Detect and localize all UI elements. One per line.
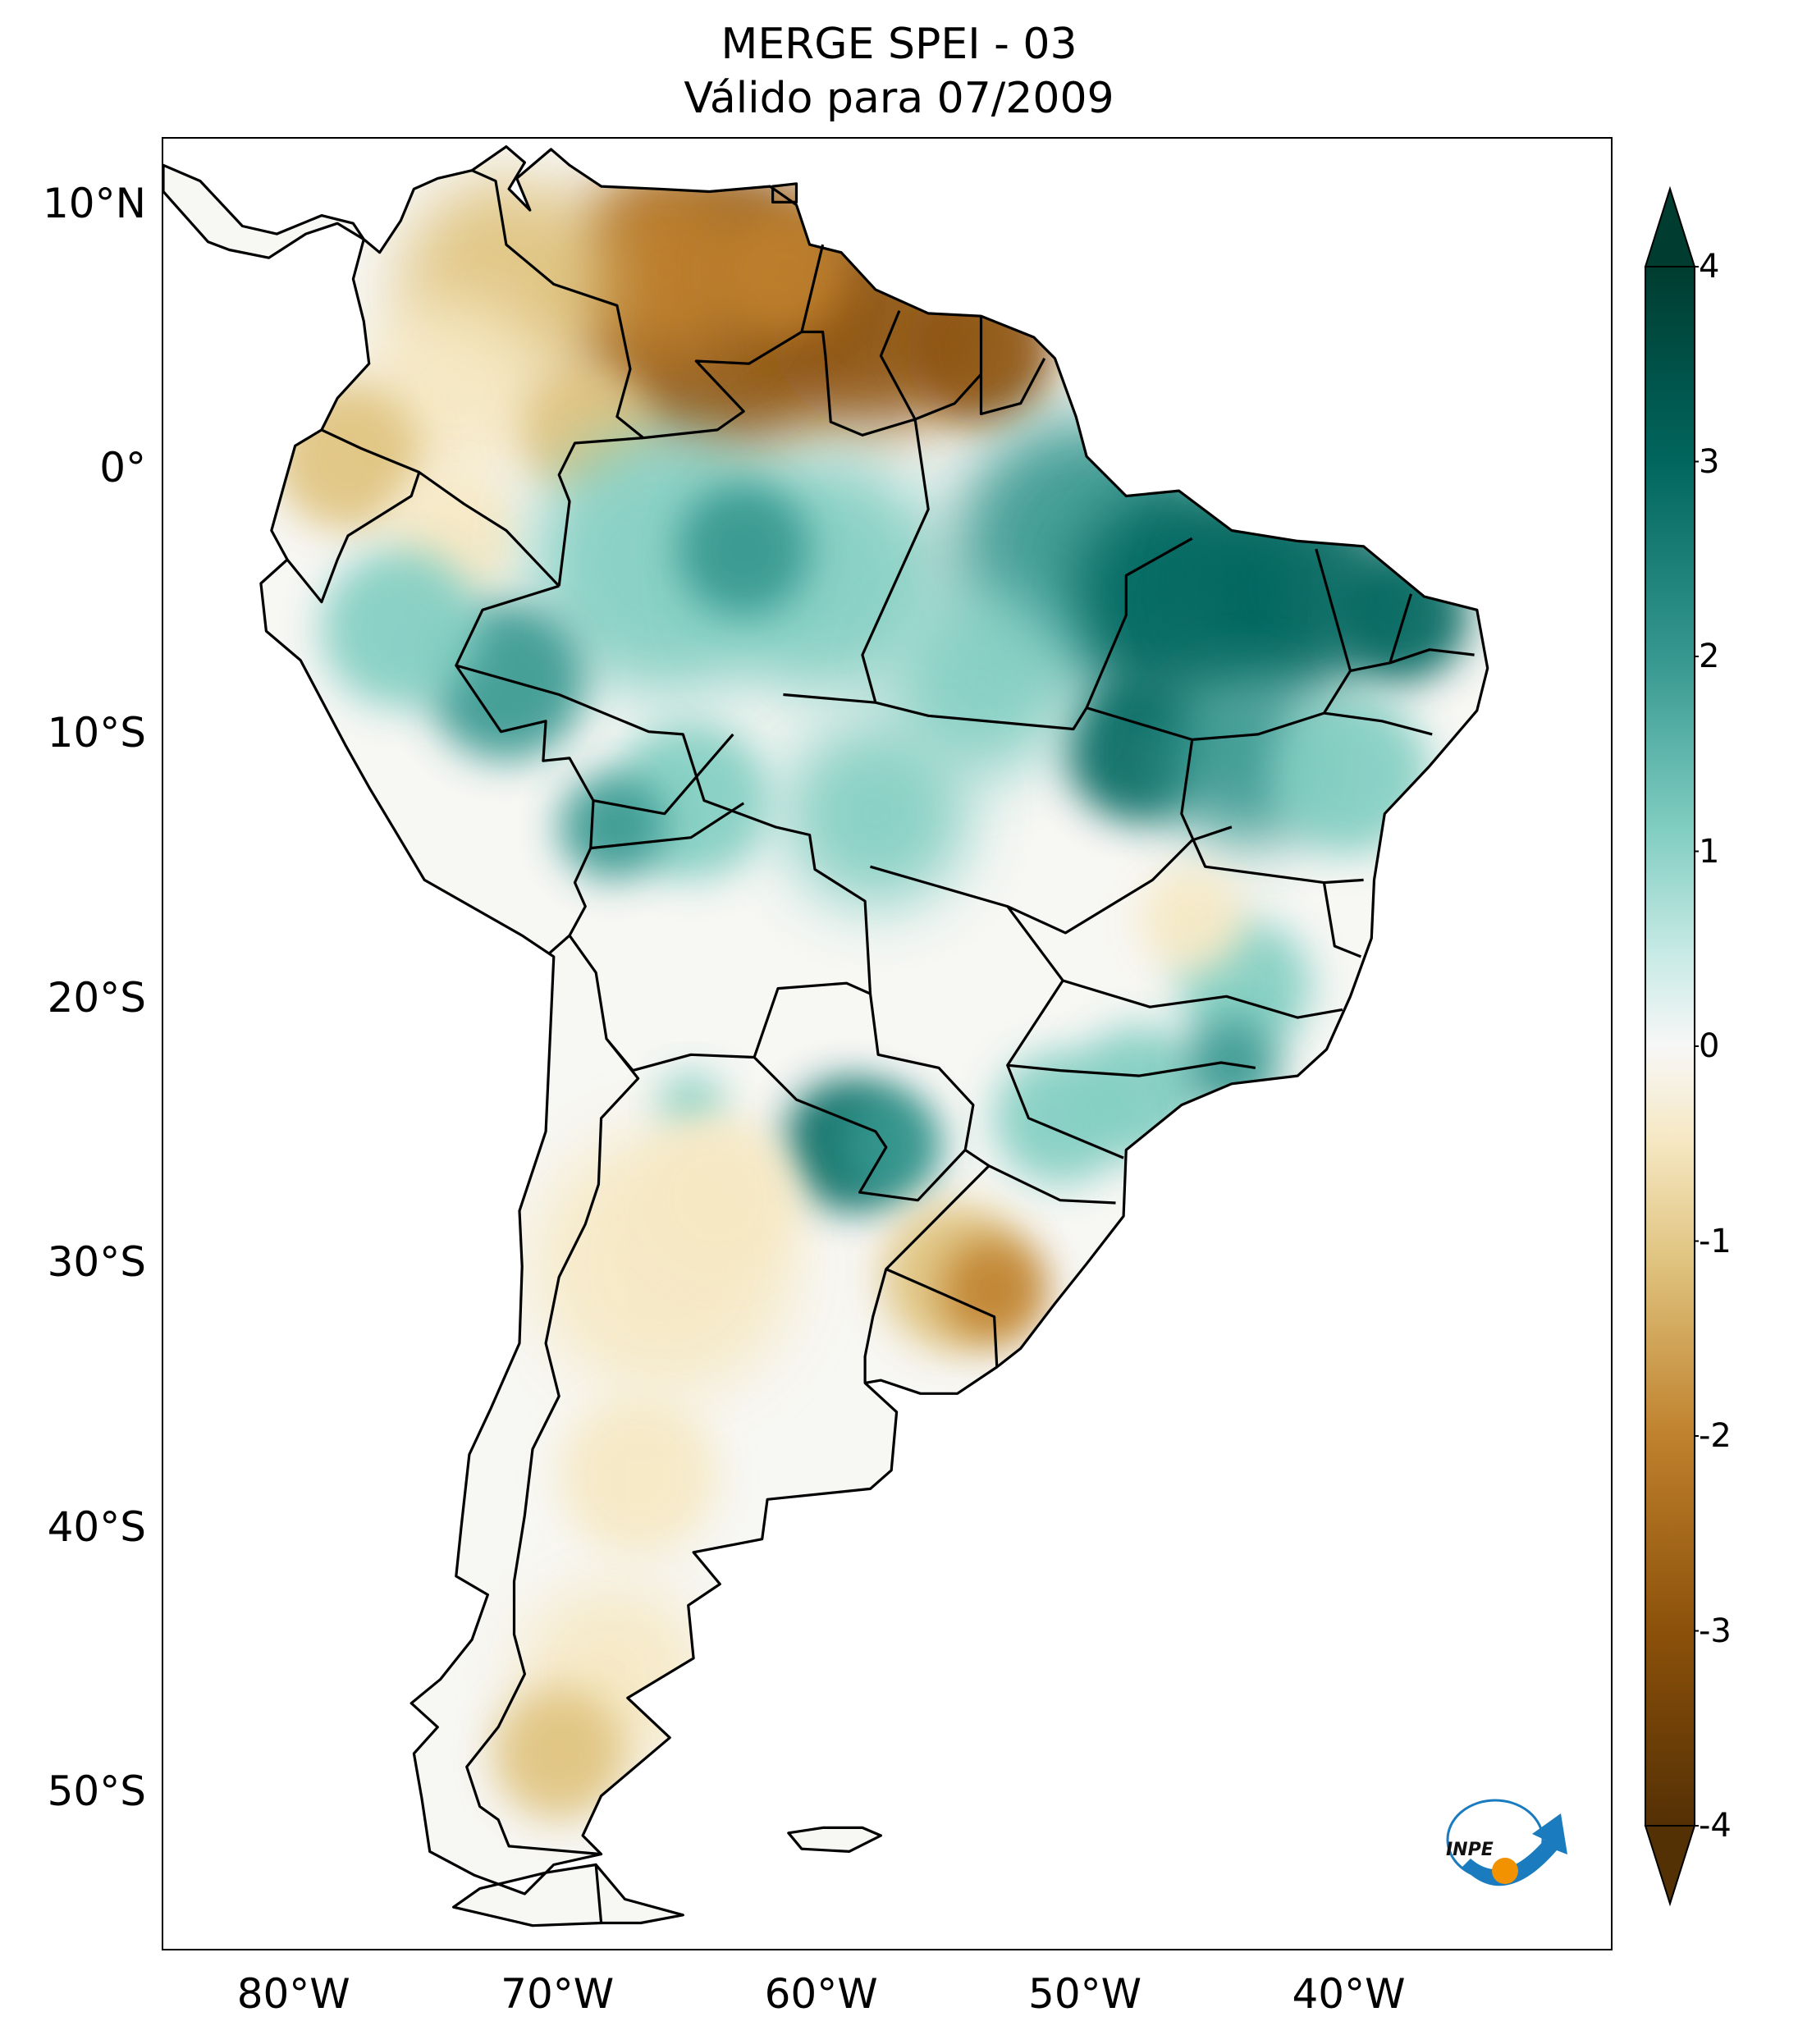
colorbar-tick-label: 0 [1699, 1027, 1720, 1065]
y-tick-label: 10°S [47, 708, 146, 757]
colorbar-tick-label: -1 [1699, 1222, 1732, 1260]
x-tick-label: 70°W [501, 1970, 615, 2018]
y-tick-label: 20°S [47, 973, 146, 1022]
y-tick-label: 40°S [47, 1502, 146, 1551]
map-svg [163, 145, 1489, 1927]
x-tick-label: 50°W [1028, 1970, 1142, 2018]
y-tick-label: 30°S [47, 1238, 146, 1287]
internal-borders [286, 169, 1475, 1856]
map-subtitle: Válido para 07/2009 [684, 74, 1114, 123]
map-title: MERGE SPEI - 03 [721, 20, 1077, 69]
spei-anomaly-blob [1337, 549, 1470, 682]
y-tick-label: 10°N [42, 179, 146, 227]
spei-anomaly-blob [835, 1091, 942, 1198]
colorbar-tick-label: -4 [1699, 1807, 1732, 1845]
colorbar-tick-label: -3 [1699, 1612, 1732, 1650]
inpe-logo [1446, 1799, 1567, 1886]
spei-anomaly-blob [321, 549, 480, 708]
spei-anomaly-blob [559, 774, 665, 880]
spei-anomaly-blob [638, 1118, 797, 1277]
colorbar-tick-label: 3 [1699, 442, 1720, 481]
x-tick-label: 60°W [764, 1970, 878, 2018]
country-borders [163, 145, 1489, 1927]
spei-anomaly-blob [889, 588, 1073, 774]
colorbar-scale [1645, 266, 1695, 1827]
y-tick-label: 50°S [47, 1767, 146, 1816]
colorbar-tick-label: 4 [1699, 248, 1720, 286]
spei-anomaly-blob [941, 1237, 1047, 1343]
inpe-logo-text: INPE [1446, 1840, 1494, 1860]
spei-anomaly-blob [783, 721, 968, 907]
spei-field [163, 146, 1488, 1926]
spei-anomaly-blob [1139, 867, 1245, 973]
colorbar-tick-label: 2 [1699, 638, 1720, 675]
colorbar-bottom-extend [1644, 1825, 1696, 1907]
colorbar [1644, 185, 1699, 1907]
colorbar-top-extend [1644, 185, 1696, 268]
spei-anomaly-blob [1271, 694, 1430, 853]
colorbar-tick-label: -2 [1699, 1417, 1732, 1455]
spei-anomaly-blob [559, 1396, 717, 1555]
spei-anomaly-blob [677, 482, 810, 615]
spei-anomaly-blob [994, 1052, 1127, 1185]
spei-anomaly-blob [492, 1687, 625, 1820]
spei-anomaly-blob [717, 204, 849, 337]
map-panel [162, 137, 1613, 1950]
coastline [163, 145, 1489, 1927]
x-tick-label: 40°W [1292, 1970, 1406, 2018]
y-tick-label: 0° [99, 444, 146, 492]
colorbar-tick-label: 1 [1699, 832, 1720, 871]
x-tick-label: 80°W [236, 1970, 350, 2018]
